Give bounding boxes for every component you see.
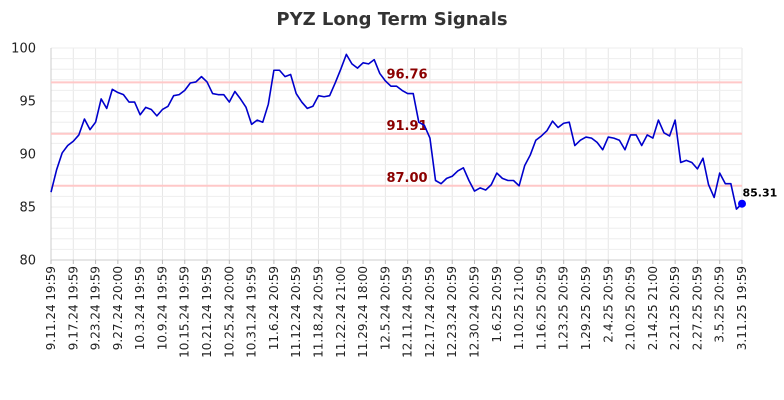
x-tick-label: 10.25.24 20:00 [222,266,236,358]
x-tick-label: 1.29.25 20:59 [579,266,593,350]
price-series-line [50,53,743,210]
x-tick-label: 11.22.24 21:00 [334,266,348,358]
y-axis: 80 85 90 95 100 [11,42,36,269]
signal-label: 96.76 [386,67,427,82]
x-tick-label: 2.4.25 20:59 [601,266,615,343]
x-tick-label: 1.10.25 21:00 [512,266,526,350]
signal-label: 91.91 [386,119,427,134]
x-axis: 9.11.24 19:59 9.17.24 19:59 9.23.24 19:59 9… [44,260,749,358]
y-tick-label: 100 [11,42,36,57]
y-tick-label: 85 [19,201,36,216]
x-tick-label: 12.17.24 20:59 [423,266,437,358]
x-tick-label: 11.6.24 20:59 [267,266,281,350]
x-tick-label: 2.27.25 20:59 [690,266,704,350]
signal-label: 87.00 [386,171,427,186]
x-tick-label: 9.17.24 19:59 [66,266,80,350]
x-tick-label: 11.29.24 18:00 [356,266,370,358]
x-tick-label: 10.15.24 19:59 [178,266,192,358]
y-tick-label: 95 [19,95,36,110]
x-tick-label: 3.5.25 20:59 [713,266,727,343]
x-tick-label: 10.21.24 19:59 [200,266,214,358]
x-tick-label: 10.3.24 19:59 [133,266,147,350]
x-tick-label: 12.5.24 20:59 [378,266,392,350]
x-tick-label: 2.14.25 21:00 [646,266,660,350]
signal-lines: 96.76 91.91 87.00 [51,67,742,187]
x-tick-label: 1.16.25 20:59 [534,266,548,350]
x-tick-label: 2.10.25 20:59 [624,266,638,350]
x-tick-label: 11.18.24 20:59 [311,266,325,358]
last-point-layer: 85.31 [738,187,777,208]
x-tick-label: 3.11.25 19:59 [735,266,749,350]
x-tick-label: 9.27.24 20:00 [111,266,125,350]
chart-title: PYZ Long Term Signals [276,9,507,30]
x-tick-label: 1.23.25 20:59 [557,266,571,350]
x-tick-label: 12.30.24 20:59 [468,266,482,358]
x-tick-label: 12.11.24 20:59 [401,266,415,358]
x-tick-label: 11.12.24 20:59 [289,266,303,358]
last-point-marker [738,199,746,208]
x-tick-label: 9.11.24 19:59 [44,266,58,350]
x-tick-label: 10.9.24 19:59 [155,266,169,350]
x-tick-label: 2.21.25 20:59 [668,266,682,350]
y-tick-label: 90 [19,148,36,163]
x-tick-label: 9.23.24 19:59 [89,266,103,350]
x-tick-label: 1.6.25 20:59 [490,266,504,343]
x-tick-label: 12.23.24 20:59 [445,266,459,358]
series-layer [50,53,743,210]
last-point-label: 85.31 [743,187,778,200]
y-tick-label: 80 [19,254,36,269]
x-tick-label: 10.31.24 19:59 [245,266,259,358]
